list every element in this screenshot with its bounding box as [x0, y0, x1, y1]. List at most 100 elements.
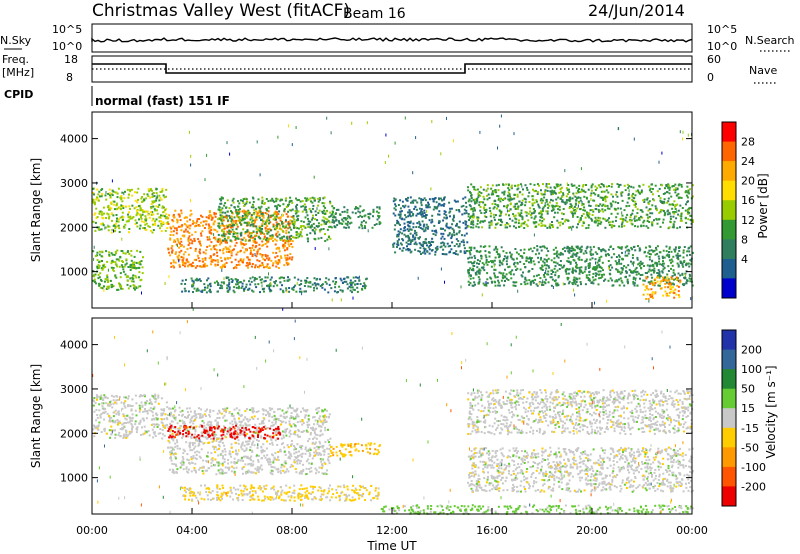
power-cell — [415, 226, 418, 228]
power-cell — [581, 185, 584, 188]
power-cell — [434, 206, 437, 209]
power-speckle-cell — [328, 247, 330, 251]
power-cell — [443, 210, 446, 213]
power-cell — [562, 213, 565, 216]
power-cell — [368, 217, 371, 220]
power-cell — [478, 251, 481, 254]
power-cell — [624, 219, 627, 222]
power-cell — [675, 194, 678, 197]
power-cell — [646, 198, 649, 201]
power-cell — [191, 279, 194, 282]
power-cell — [468, 251, 471, 254]
power-cell — [92, 201, 95, 203]
power-cell — [325, 222, 328, 225]
power-cell — [225, 239, 228, 242]
vel-cell — [130, 430, 133, 433]
power-cell — [258, 243, 261, 246]
power-cell — [232, 289, 235, 292]
power-cell — [97, 228, 100, 231]
power-cell — [155, 199, 158, 202]
power-cell — [285, 197, 288, 200]
power-cell — [169, 226, 172, 229]
power-cell — [536, 191, 539, 194]
power-cell — [571, 197, 574, 200]
power-cell — [276, 198, 279, 201]
power-cell — [631, 248, 634, 251]
power-cell — [679, 219, 682, 222]
power-cell — [377, 214, 380, 217]
power-cell — [262, 243, 265, 246]
power-cell — [236, 225, 239, 228]
vel-cell — [141, 394, 144, 397]
power-cell — [610, 212, 613, 215]
power-cell — [187, 253, 190, 256]
power-cell — [559, 187, 562, 190]
power-cell — [155, 188, 158, 191]
power-cell — [571, 185, 574, 187]
power-cell — [688, 273, 691, 276]
power-cell — [261, 254, 264, 256]
power-cell — [676, 188, 679, 191]
power-cell — [106, 276, 109, 279]
power-cell — [150, 207, 153, 210]
power-cell — [401, 238, 404, 240]
power-cell — [197, 257, 200, 260]
power-speckle-cell — [632, 263, 634, 267]
power-cell — [208, 211, 211, 214]
power-cell — [267, 231, 270, 234]
power-cell — [282, 245, 285, 248]
power-cell — [240, 287, 243, 289]
power-cell — [493, 280, 496, 283]
power-cell — [187, 238, 190, 241]
power-cell — [108, 215, 111, 218]
power-cell — [681, 207, 684, 209]
power-cell — [508, 198, 511, 201]
power-cell — [129, 215, 132, 218]
power-cell — [129, 217, 132, 220]
power-cell — [115, 258, 118, 261]
power-cell — [442, 204, 445, 207]
power-cell — [177, 257, 180, 260]
power-cell — [202, 265, 205, 268]
power-cell — [241, 200, 244, 202]
power-cell — [637, 245, 639, 247]
power-cell — [555, 255, 558, 258]
power-cell — [571, 225, 574, 228]
power-cell — [500, 211, 503, 214]
power-cell — [408, 228, 411, 231]
power-cell — [512, 281, 515, 284]
power-cell — [679, 262, 682, 264]
power-cell — [333, 221, 335, 224]
power-cell — [276, 246, 279, 249]
power-cell — [250, 234, 253, 237]
power-cell — [309, 232, 312, 235]
power-cell — [283, 245, 286, 248]
power-cell — [171, 249, 174, 252]
power-speckle-cell — [330, 131, 332, 135]
power-cell — [218, 239, 221, 242]
power-cell — [92, 187, 95, 190]
power-cell — [115, 214, 118, 216]
power-cell — [116, 225, 119, 228]
power-cell — [200, 265, 203, 268]
power-cell — [530, 261, 533, 264]
power-cell — [600, 221, 603, 224]
vel-cell — [131, 404, 134, 407]
vel-cell — [147, 430, 150, 432]
vel-cell — [108, 414, 111, 417]
power-cell — [549, 276, 552, 279]
power-cell — [259, 210, 262, 213]
power-cell — [231, 212, 234, 215]
power-cell — [632, 197, 635, 200]
power-cell — [521, 275, 524, 278]
power-cell — [228, 248, 231, 251]
power-cell — [298, 284, 301, 286]
power-cell — [155, 218, 158, 221]
power-cell — [218, 222, 221, 225]
power-cell — [136, 209, 139, 212]
power-cell — [279, 239, 282, 241]
power-cell — [172, 215, 175, 218]
power-cell — [307, 226, 310, 228]
power-speckle-cell — [430, 187, 432, 191]
power-cell — [104, 278, 107, 281]
